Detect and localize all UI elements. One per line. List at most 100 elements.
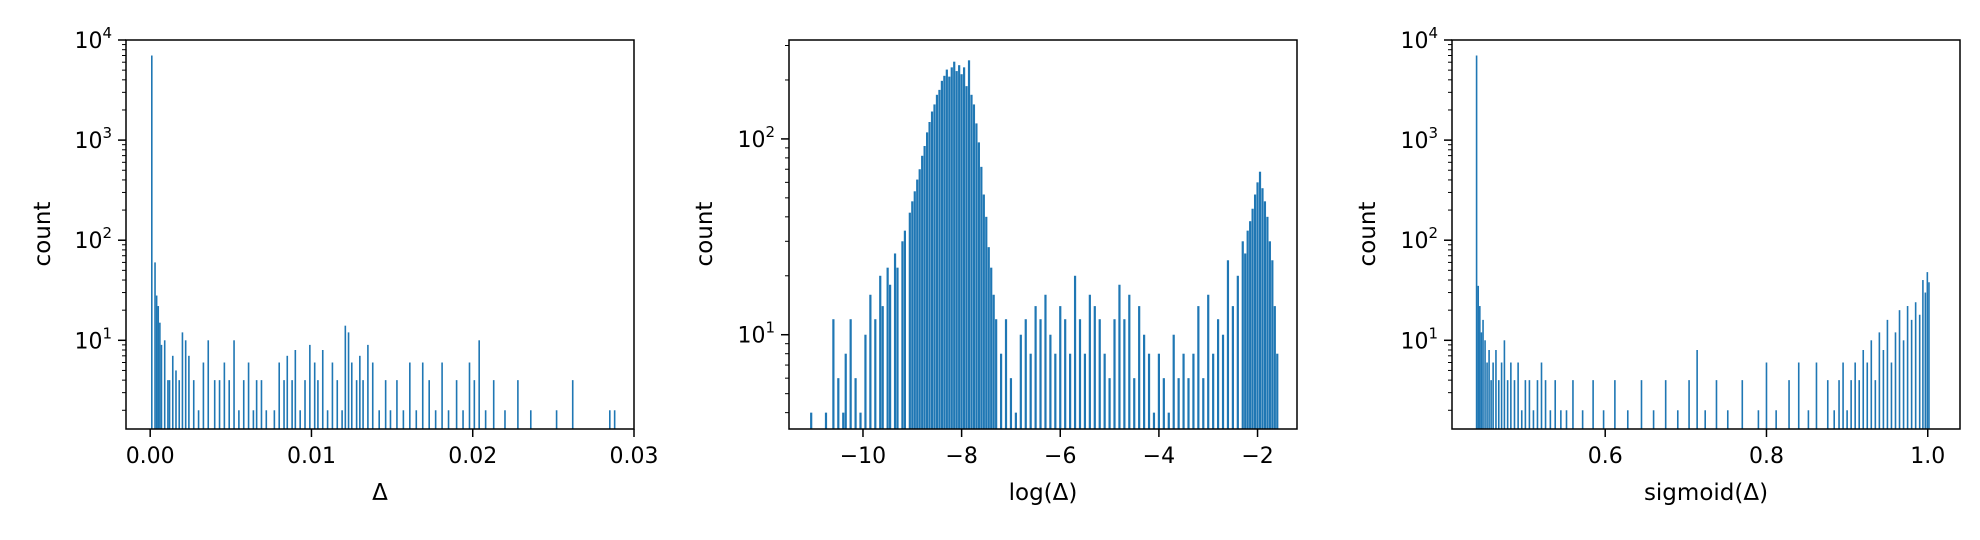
histogram-bar (492, 380, 495, 429)
x-tick-label: −2 (1241, 444, 1273, 469)
histogram-bar (362, 380, 364, 429)
histogram-bar (1894, 332, 1897, 429)
histogram-bar (478, 340, 480, 429)
histogram-bar (859, 412, 862, 429)
x-tick-label: −4 (1143, 444, 1175, 469)
panel-sigmoid-delta-frame (1451, 39, 1961, 430)
histogram-bar (184, 340, 187, 429)
histogram-bar (1231, 306, 1234, 429)
histogram-bar (192, 380, 195, 429)
panel-log-delta-xticks: −10 −8 −6 −4 −2 (840, 429, 1274, 469)
histogram-bar (163, 340, 166, 429)
histogram-bar (1797, 362, 1800, 429)
histogram-bar (1532, 410, 1535, 429)
histogram-bar (1477, 285, 1480, 429)
histogram-bar (960, 74, 963, 430)
histogram-bar (154, 262, 156, 429)
histogram-bar (336, 380, 339, 429)
histogram-bar (228, 380, 231, 429)
panel-sigmoid-delta-xlabel: sigmoid(Δ) (1644, 480, 1768, 506)
histogram-bar (455, 380, 458, 429)
histogram-bar (484, 410, 487, 429)
histogram-bar (1838, 380, 1840, 429)
y-tick-label: 101 (737, 319, 775, 349)
histogram-bar (990, 267, 993, 429)
histogram-bar (810, 412, 813, 429)
histogram-bar (1554, 380, 1557, 429)
histogram-bar (977, 142, 980, 429)
histogram-bar (1902, 340, 1905, 429)
histogram-bar (1878, 332, 1881, 429)
histogram-bar (1858, 380, 1861, 429)
histogram-bar (1187, 378, 1190, 429)
histogram-bar (982, 194, 985, 429)
histogram-bar (462, 410, 464, 429)
histogram-bar (384, 380, 387, 429)
histogram-bar (893, 253, 897, 429)
histogram-bar (223, 362, 226, 429)
panel-log-delta-xlabel: log(Δ) (1009, 480, 1078, 506)
histogram-bar (1506, 380, 1509, 429)
panel-log-delta: −10 −8 −6 −4 −2 101 102 log(Δ) count (692, 39, 1298, 506)
histogram-bar (1266, 216, 1269, 429)
histogram-bar (1073, 275, 1077, 429)
histogram-bar (167, 380, 169, 429)
histogram-bar (1581, 410, 1584, 429)
histogram-bar (359, 355, 361, 429)
histogram-bar (948, 76, 951, 429)
histogram-bar (1854, 362, 1856, 429)
histogram-bar (396, 380, 398, 429)
y-tick-label: 102 (74, 224, 112, 254)
histogram-bar (1614, 380, 1616, 429)
histogram-bar (1172, 334, 1175, 429)
histogram-bar (1866, 362, 1869, 429)
panel-log-delta-frame (788, 39, 1298, 430)
histogram-bar (1492, 362, 1494, 429)
panel-sigmoid-delta-yticks: 101 102 103 104 (1400, 24, 1452, 411)
histogram-bar (1207, 294, 1210, 429)
panel-delta-frame (125, 39, 635, 430)
histogram-bar (434, 410, 437, 429)
histogram-bar (1253, 194, 1257, 429)
histogram-bar (992, 294, 995, 429)
histogram-bar (1592, 380, 1594, 429)
histogram-bar (874, 319, 877, 429)
histogram-bar (299, 410, 301, 429)
histogram-bar (926, 132, 929, 429)
histogram-bar (1906, 306, 1909, 429)
histogram-bar (1765, 362, 1768, 429)
histogram-bar (1088, 294, 1091, 429)
histogram-bar (1271, 260, 1274, 429)
histogram-bar (1652, 410, 1655, 429)
histogram-bar (415, 410, 418, 429)
histogram-bar (233, 340, 235, 429)
panel-sigmoid-delta-bars (1475, 55, 1930, 429)
histogram-bar (1882, 350, 1885, 429)
y-tick-label: 102 (1400, 224, 1438, 254)
histogram-bar (171, 355, 174, 429)
histogram-bar (1497, 380, 1500, 429)
histogram-bar (1157, 353, 1160, 429)
x-tick-label: 0.6 (1588, 444, 1623, 469)
histogram-bar (1715, 380, 1718, 429)
histogram-bar (1488, 350, 1490, 429)
x-tick-label: 0.02 (448, 444, 497, 469)
histogram-bar (1484, 340, 1486, 429)
histogram-bar (168, 380, 171, 429)
histogram-bar (1249, 221, 1252, 429)
histogram-bar (304, 380, 306, 429)
histogram-bar (824, 412, 828, 429)
histogram-bar (1833, 410, 1836, 429)
histogram-bar (1226, 260, 1230, 429)
histogram-bar (1486, 362, 1488, 429)
histogram-bar (1536, 380, 1539, 429)
histogram-bar (864, 334, 867, 429)
x-tick-label: −8 (945, 444, 977, 469)
histogram-bar (1626, 410, 1629, 429)
histogram-bar (1520, 410, 1523, 429)
histogram-bar (953, 61, 956, 430)
histogram-bar (1263, 201, 1267, 429)
histogram-bar (965, 86, 968, 429)
histogram-bar (1549, 410, 1552, 429)
histogram-bar (347, 332, 350, 429)
